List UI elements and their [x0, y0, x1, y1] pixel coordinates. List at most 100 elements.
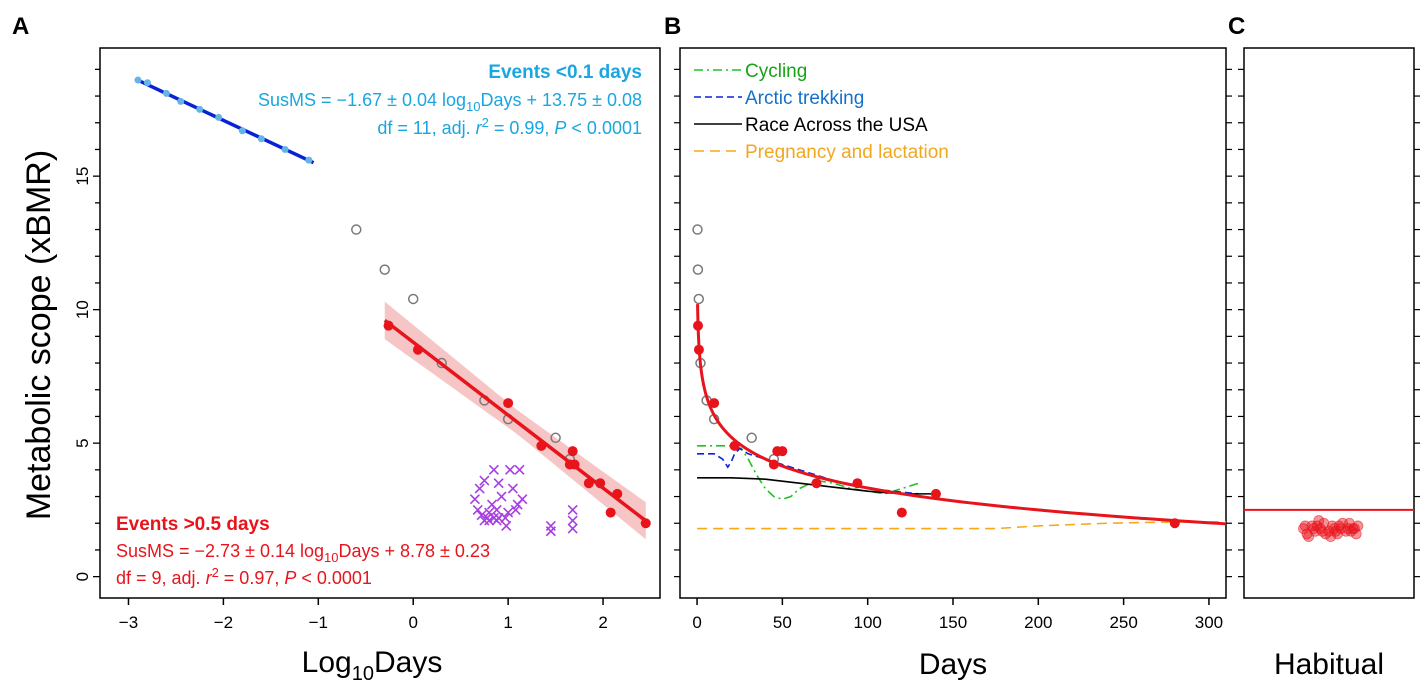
legend-label: Pregnancy and lactation	[745, 142, 949, 163]
intermediate-event-point	[746, 432, 757, 444]
habitual-cross-point	[493, 478, 504, 489]
panel-b-x-tick-label: 100	[854, 613, 882, 632]
panel-a-y-axis: 0 5 10 15	[73, 68, 100, 581]
panel-a-y-tick-label: 15	[73, 167, 92, 186]
long-event-point	[640, 518, 651, 529]
habitual-cross-point	[507, 483, 518, 494]
habitual-point	[1333, 520, 1345, 532]
habitual-cross-point	[567, 523, 578, 534]
panel-label-b: B	[664, 13, 681, 40]
panel-c-frame	[1243, 47, 1415, 599]
panel-b-fit-curve	[696, 304, 1227, 526]
panel-b-y-axis	[674, 68, 1232, 578]
short-event-point	[281, 145, 289, 153]
short-event-point	[305, 156, 313, 164]
series-line-arctic-trekking	[697, 447, 919, 495]
panel-c-points	[1298, 515, 1364, 542]
short-events-stats: df = 11, adj. r2 = 0.99, P < 0.0001	[377, 115, 642, 138]
habitual-point	[1330, 525, 1342, 537]
panel-a-y-tick-label: 10	[73, 300, 92, 319]
long-event-point	[383, 320, 394, 331]
long-event-point	[896, 507, 907, 518]
long-event-point	[567, 446, 578, 457]
panel-b-points	[692, 224, 1180, 529]
intermediate-event-point	[436, 357, 447, 369]
habitual-cross-point	[472, 504, 483, 515]
short-event-point	[177, 97, 185, 105]
panel-b-x-tick-label: 50	[773, 613, 792, 632]
long-event-point	[777, 446, 788, 457]
long-event-point	[569, 459, 580, 470]
panel-a-points	[134, 76, 651, 529]
short-event-point	[143, 79, 151, 87]
intermediate-event-point	[692, 264, 704, 275]
intermediate-event-point	[379, 264, 390, 275]
short-event-point	[238, 127, 246, 135]
panel-b-series-lines	[697, 445, 1226, 530]
panel-b-x-axis: 0 50 100 150 200 250 300	[692, 598, 1223, 632]
long-events-stats: df = 9, adj. r2 = 0.97, P < 0.0001	[116, 565, 372, 588]
habitual-cross-point	[514, 464, 525, 475]
panel-a-marks	[351, 224, 578, 537]
short-events-title: Events <0.1 days	[488, 62, 642, 83]
short-event-point	[162, 89, 170, 97]
panel-a-y-tick-label: 0	[73, 572, 92, 581]
habitual-cross-point	[501, 520, 512, 531]
habitual-point	[1313, 515, 1325, 526]
panel-a-x-tick-label: 0	[408, 613, 417, 632]
series-line-pregnancy-and-lactation	[697, 521, 1226, 530]
habitual-cross-point	[567, 504, 578, 515]
legend-label: Cycling	[745, 61, 807, 82]
habitual-point	[1303, 531, 1314, 542]
habitual-cross-point	[484, 515, 495, 526]
long-events-equation: SusMS = −2.73 ± 0.14 log10Days + 8.78 ± …	[116, 541, 490, 565]
panel-c-x-axis-label: Habitual	[1274, 648, 1384, 681]
panel-a-x-tick-label: −3	[119, 613, 138, 632]
panel-b-legend: Cycling Arctic trekking Race Across the US…	[694, 61, 949, 163]
habitual-cross-point	[567, 515, 578, 526]
long-event-point	[595, 478, 606, 489]
long-event-point	[503, 398, 514, 409]
panel-a-y-tick-label: 5	[73, 438, 92, 447]
short-events-equation: SusMS = −1.67 ± 0.04 log10Days + 13.75 ±…	[258, 90, 642, 114]
habitual-cross-point	[496, 491, 507, 502]
habitual-point	[1316, 525, 1328, 537]
habitual-cross-point	[474, 483, 485, 494]
habitual-cross-point	[479, 475, 490, 486]
panel-a-x-tick-label: 2	[598, 613, 607, 632]
panel-a-x-tick-label: −2	[214, 613, 233, 632]
panel-a-frame	[99, 47, 661, 599]
long-event-point	[930, 488, 941, 499]
long-event-point	[412, 344, 423, 355]
long-event-point	[612, 488, 623, 499]
habitual-point	[1350, 528, 1362, 540]
intermediate-event-point	[550, 432, 561, 444]
long-event-point	[811, 478, 822, 489]
habitual-cross-point	[488, 464, 499, 475]
intermediate-event-point	[693, 293, 705, 305]
panel-b-x-tick-label: 250	[1109, 613, 1137, 632]
habitual-cross-point	[545, 526, 556, 537]
panel-a-x-tick-label: −1	[309, 613, 328, 632]
long-event-point	[709, 398, 720, 409]
habitual-cross-point	[510, 504, 521, 515]
short-event-point	[134, 76, 142, 84]
panel-b: 0 50 100 150 200 250 300 Cycling Arctic trekkin…	[674, 47, 1232, 681]
panel-c: Habitual	[1238, 47, 1420, 681]
habitual-cross-point	[504, 464, 516, 475]
habitual-point	[1347, 523, 1359, 534]
intermediate-event-point	[351, 224, 362, 235]
panel-a: 0 5 10 15 −3 −2 −1 0 1 2 Events <0.1 days SusMS …	[73, 47, 661, 685]
panel-label-a: A	[12, 13, 29, 40]
long-event-point	[605, 507, 616, 518]
habitual-point	[1308, 523, 1320, 534]
panel-c-y-axis	[1238, 68, 1420, 578]
legend-label: Race Across the USA	[745, 115, 928, 136]
panel-b-x-axis-label: Days	[919, 648, 987, 681]
habitual-cross-point	[517, 494, 528, 505]
habitual-cross-point	[491, 504, 502, 515]
long-events-title: Events >0.5 days	[116, 514, 270, 535]
habitual-point	[1318, 517, 1330, 529]
panel-b-x-tick-label: 200	[1024, 613, 1052, 632]
